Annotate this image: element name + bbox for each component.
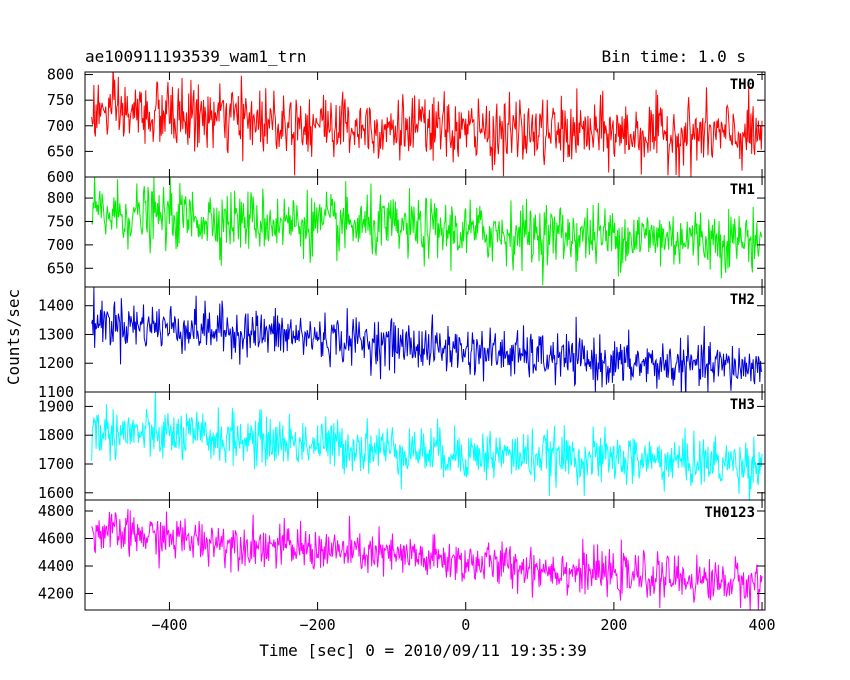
y-tick-label: 4800 [38,502,74,520]
series-line-th0 [91,72,763,177]
y-tick-label: 4400 [38,557,74,575]
y-tick-label: 600 [47,168,74,186]
y-tick-label: 700 [47,117,74,135]
y-axis-label: Counts/sec [4,289,23,385]
series-line-th3 [91,392,763,500]
x-tick-label: 0 [461,616,470,634]
panel-name-label: TH2 [730,292,755,308]
series-line-th1 [91,177,763,286]
y-tick-label: 1200 [38,354,74,372]
y-tick-label: 1800 [38,426,74,444]
x-tick-label: 400 [748,616,775,634]
y-tick-label: 1900 [38,397,74,415]
y-tick-label: 1100 [38,383,74,401]
y-tick-label: 1300 [38,325,74,343]
panel-th0123: 4200 4400 4600 4800 TH0123 [38,499,766,611]
panel-frame [84,499,766,611]
panel-th2: 1100 1200 1300 1400 TH2 [38,286,766,401]
bin-time-label: Bin time: 1.0 s [602,47,747,66]
x-axis: −400 −200 0 200 400 [151,616,775,634]
series-line-th0123 [91,509,763,610]
panel-name-label: TH1 [730,182,755,198]
x-tick-label: −200 [300,616,336,634]
panel-frame [84,391,766,501]
x-tick-label: 200 [600,616,627,634]
x-tick-label: −400 [151,616,187,634]
y-tick-label: 4200 [38,585,74,603]
y-tick-label: 800 [47,189,74,207]
panel-name-label: TH3 [730,397,755,413]
y-tick-label: 1400 [38,297,74,315]
y-tick-label: 1600 [38,484,74,502]
panels-group: 600 650 700 750 800 TH0 650 700 750 800 TH1 1100 120… [38,66,766,611]
panel-th1: 650 700 750 800 TH1 [47,176,766,288]
y-tick-label: 1700 [38,455,74,473]
y-tick-label: 650 [47,142,74,160]
panel-th0: 600 650 700 750 800 TH0 [47,66,766,186]
series-line-th2 [91,287,763,392]
y-tick-label: 700 [47,236,74,254]
y-tick-label: 800 [47,66,74,84]
panel-name-label: TH0123 [704,505,755,521]
chart-title: ae100911193539_wam1_trn [85,47,307,66]
x-axis-label: Time [sec] 0 = 2010/09/11 19:35:39 [259,641,587,660]
y-tick-label: 750 [47,212,74,230]
panel-name-label: TH0 [730,77,755,93]
y-tick-label: 4600 [38,530,74,548]
y-tick-label: 650 [47,259,74,277]
panel-th3: 1600 1700 1800 1900 TH3 [38,391,766,502]
y-tick-label: 750 [47,91,74,109]
